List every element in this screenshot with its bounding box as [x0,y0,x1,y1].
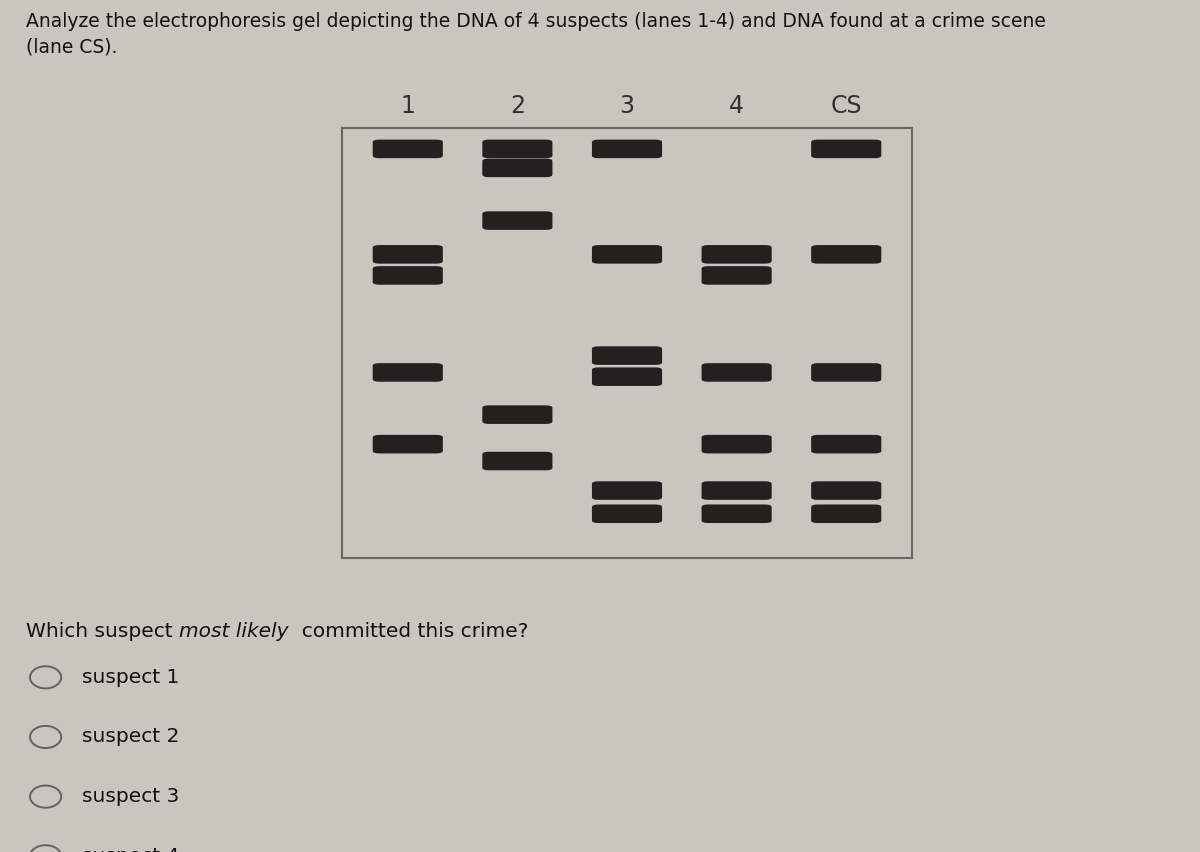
FancyBboxPatch shape [702,481,772,500]
FancyBboxPatch shape [373,363,443,382]
Text: 4: 4 [730,94,744,118]
Text: suspect 1: suspect 1 [82,668,179,687]
FancyBboxPatch shape [702,504,772,523]
FancyBboxPatch shape [373,140,443,158]
Text: CS: CS [830,94,862,118]
FancyBboxPatch shape [482,140,552,158]
Text: suspect 4: suspect 4 [82,847,179,852]
FancyBboxPatch shape [702,245,772,263]
FancyBboxPatch shape [373,435,443,453]
Text: committed this crime?: committed this crime? [289,622,528,641]
FancyBboxPatch shape [811,481,881,500]
FancyBboxPatch shape [811,245,881,263]
Text: 1: 1 [401,94,415,118]
FancyBboxPatch shape [592,367,662,386]
FancyBboxPatch shape [811,363,881,382]
Text: suspect 3: suspect 3 [82,787,179,806]
FancyBboxPatch shape [592,481,662,500]
FancyBboxPatch shape [482,158,552,177]
Text: Analyze the electrophoresis gel depicting the DNA of 4 suspects (lanes 1-4) and : Analyze the electrophoresis gel depictin… [26,12,1046,31]
Text: (lane CS).: (lane CS). [26,37,118,56]
FancyBboxPatch shape [482,452,552,470]
FancyBboxPatch shape [373,266,443,285]
FancyBboxPatch shape [702,363,772,382]
Text: 2: 2 [510,94,524,118]
FancyBboxPatch shape [592,504,662,523]
FancyBboxPatch shape [811,140,881,158]
Text: most likely: most likely [180,622,289,641]
Text: suspect 2: suspect 2 [82,728,179,746]
FancyBboxPatch shape [592,140,662,158]
FancyBboxPatch shape [702,266,772,285]
FancyBboxPatch shape [702,435,772,453]
FancyBboxPatch shape [592,245,662,263]
FancyBboxPatch shape [811,435,881,453]
FancyBboxPatch shape [482,406,552,424]
FancyBboxPatch shape [811,504,881,523]
FancyBboxPatch shape [592,346,662,365]
FancyBboxPatch shape [373,245,443,263]
FancyBboxPatch shape [482,211,552,230]
Text: Which suspect: Which suspect [26,622,180,641]
Text: 3: 3 [619,94,635,118]
